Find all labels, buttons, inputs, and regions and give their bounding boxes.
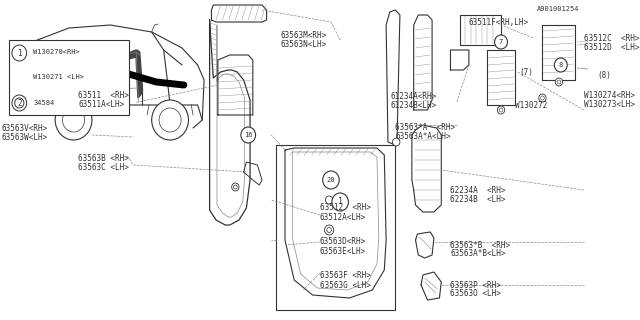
Circle shape [159, 108, 181, 132]
Circle shape [556, 78, 563, 86]
Circle shape [499, 108, 503, 112]
Circle shape [557, 80, 561, 84]
Text: 61234A<RH>: 61234A<RH> [390, 92, 437, 100]
Text: 63512A<LH>: 63512A<LH> [320, 212, 366, 221]
Text: W130271 <LH>: W130271 <LH> [33, 74, 84, 80]
Text: 63511  <RH>: 63511 <RH> [78, 91, 129, 100]
Text: 63563V<RH>: 63563V<RH> [2, 124, 48, 132]
Text: 63512C  <RH>: 63512C <RH> [584, 34, 639, 43]
Circle shape [55, 100, 92, 140]
Circle shape [17, 68, 24, 76]
Text: (8): (8) [598, 70, 611, 79]
Text: 1: 1 [17, 49, 22, 58]
Text: 63563M<RH>: 63563M<RH> [280, 30, 326, 39]
Circle shape [495, 35, 508, 49]
Text: 63563*A  <RH>: 63563*A <RH> [396, 123, 456, 132]
Circle shape [541, 96, 544, 100]
Text: A901001254: A901001254 [537, 6, 579, 12]
Circle shape [332, 193, 348, 211]
Text: 63563P <RH>: 63563P <RH> [451, 281, 501, 290]
Text: 63511A<LH>: 63511A<LH> [78, 100, 124, 108]
Text: 8: 8 [559, 62, 563, 68]
Text: W130273<LH>: W130273<LH> [584, 100, 635, 108]
Circle shape [324, 225, 333, 235]
Circle shape [497, 106, 505, 114]
Text: 1: 1 [338, 197, 342, 206]
Text: (7): (7) [520, 68, 533, 76]
Text: 63563A*B<LH>: 63563A*B<LH> [451, 250, 506, 259]
Circle shape [327, 228, 332, 233]
Circle shape [323, 171, 339, 189]
Text: 62234B  <LH>: 62234B <LH> [451, 195, 506, 204]
Text: 16: 16 [244, 132, 252, 138]
Text: 63563G <LH>: 63563G <LH> [320, 281, 371, 290]
Text: 63563E<LH>: 63563E<LH> [320, 246, 366, 255]
Bar [9, 40, 129, 115]
Text: 2: 2 [17, 99, 22, 108]
Text: 63563*B  <RH>: 63563*B <RH> [451, 241, 511, 250]
Polygon shape [101, 50, 143, 105]
Text: 62234A  <RH>: 62234A <RH> [451, 186, 506, 195]
Text: 63511F<RH,LH>: 63511F<RH,LH> [469, 18, 529, 27]
Text: 63563N<LH>: 63563N<LH> [280, 39, 326, 49]
Circle shape [241, 127, 255, 143]
Text: 63563B <RH>: 63563B <RH> [78, 154, 129, 163]
Circle shape [554, 58, 567, 72]
Circle shape [232, 183, 239, 191]
Circle shape [152, 100, 188, 140]
Text: W130274<RH>: W130274<RH> [584, 91, 635, 100]
Circle shape [12, 95, 27, 111]
Circle shape [63, 108, 84, 132]
Text: 63563C <LH>: 63563C <LH> [78, 163, 129, 172]
Text: W130272: W130272 [515, 100, 547, 109]
Text: 63563A*A<LH>: 63563A*A<LH> [396, 132, 451, 140]
Text: 63563F <RH>: 63563F <RH> [320, 271, 371, 281]
Text: 63512  <RH>: 63512 <RH> [320, 204, 371, 212]
Circle shape [392, 138, 400, 146]
Text: 61234B<LH>: 61234B<LH> [390, 100, 437, 109]
Text: 7: 7 [499, 39, 503, 45]
Text: 63563W<LH>: 63563W<LH> [2, 132, 48, 141]
Text: 63512D  <LH>: 63512D <LH> [584, 43, 639, 52]
Circle shape [12, 45, 27, 61]
Text: W130270<RH>: W130270<RH> [33, 49, 80, 55]
Text: 63563O <LH>: 63563O <LH> [451, 290, 501, 299]
Circle shape [539, 94, 546, 102]
Circle shape [234, 185, 237, 189]
Circle shape [326, 196, 333, 204]
Text: 63563D<RH>: 63563D<RH> [320, 237, 366, 246]
Circle shape [15, 98, 24, 108]
Text: 20: 20 [326, 177, 335, 183]
Text: 34584: 34584 [33, 100, 54, 106]
